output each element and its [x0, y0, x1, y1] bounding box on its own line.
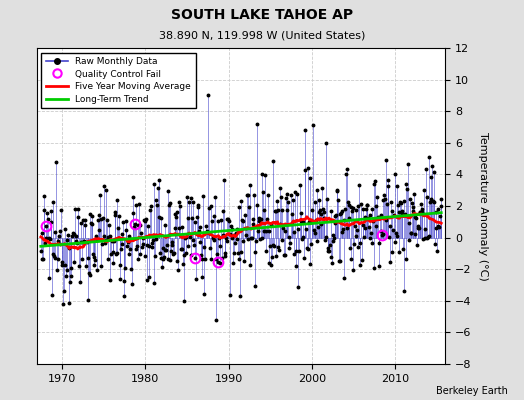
Text: 38.890 N, 119.998 W (United States): 38.890 N, 119.998 W (United States) [159, 30, 365, 40]
Y-axis label: Temperature Anomaly (°C): Temperature Anomaly (°C) [478, 132, 488, 280]
Legend: Raw Monthly Data, Quality Control Fail, Five Year Moving Average, Long-Term Tren: Raw Monthly Data, Quality Control Fail, … [41, 52, 196, 108]
Text: Berkeley Earth: Berkeley Earth [436, 386, 508, 396]
Text: SOUTH LAKE TAHOE AP: SOUTH LAKE TAHOE AP [171, 8, 353, 22]
